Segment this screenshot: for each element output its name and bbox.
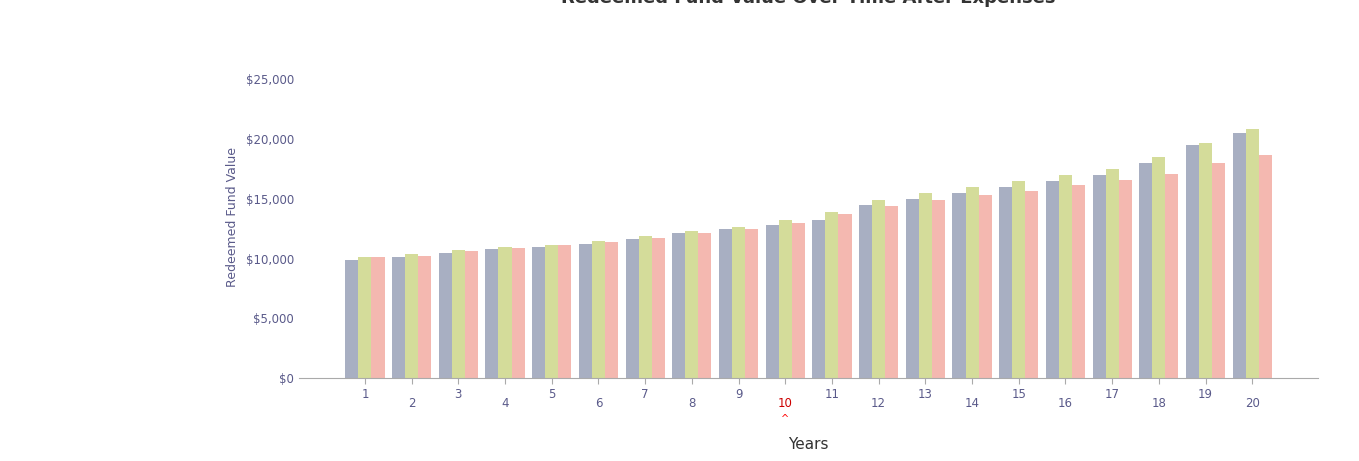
Bar xyxy=(559,245,571,378)
Text: 12: 12 xyxy=(871,397,886,410)
Bar xyxy=(419,255,431,378)
Bar xyxy=(465,251,478,378)
Text: 14: 14 xyxy=(965,397,980,410)
Text: ^: ^ xyxy=(781,414,790,424)
Bar xyxy=(859,205,872,378)
Bar xyxy=(872,200,885,378)
Bar xyxy=(1012,181,1025,378)
Bar xyxy=(533,247,545,378)
Bar xyxy=(1118,180,1132,378)
Text: 18: 18 xyxy=(1151,397,1166,410)
Bar xyxy=(511,248,525,378)
Bar xyxy=(779,220,792,378)
Y-axis label: Redeemed Fund Value: Redeemed Fund Value xyxy=(226,147,239,287)
Text: 8: 8 xyxy=(688,397,696,410)
Bar xyxy=(579,244,593,378)
Bar xyxy=(1199,142,1212,378)
Text: 10: 10 xyxy=(777,397,792,410)
Bar xyxy=(639,236,652,378)
Bar xyxy=(932,200,945,378)
Bar xyxy=(371,257,385,378)
Title: Redeemed Fund Value Over Time After Expenses: Redeemed Fund Value Over Time After Expe… xyxy=(561,0,1056,6)
Bar xyxy=(765,225,779,378)
Bar xyxy=(1246,130,1258,378)
Text: 2: 2 xyxy=(408,397,416,410)
Bar xyxy=(1258,154,1272,378)
Bar xyxy=(439,253,451,378)
Bar xyxy=(953,193,965,378)
Bar xyxy=(719,229,733,378)
Text: 20: 20 xyxy=(1245,397,1260,410)
Bar xyxy=(345,260,359,378)
Bar xyxy=(792,223,805,378)
Bar xyxy=(1106,169,1118,378)
Bar xyxy=(545,245,559,378)
Bar xyxy=(999,187,1012,378)
Bar xyxy=(1166,174,1178,378)
Bar xyxy=(733,227,745,378)
Text: 4: 4 xyxy=(501,397,508,410)
Bar xyxy=(405,254,419,378)
Bar xyxy=(825,212,839,378)
Bar xyxy=(1059,175,1072,378)
Bar xyxy=(965,187,978,378)
Bar xyxy=(1233,133,1246,378)
Bar xyxy=(1139,163,1152,378)
Bar xyxy=(1212,163,1226,378)
Bar xyxy=(1093,175,1106,378)
Bar xyxy=(685,231,699,378)
Bar xyxy=(1046,181,1059,378)
Bar xyxy=(485,249,499,378)
Bar xyxy=(885,206,898,378)
Bar xyxy=(451,250,465,378)
Bar xyxy=(652,238,665,378)
Bar xyxy=(1025,191,1038,378)
Bar xyxy=(625,239,639,378)
Bar xyxy=(745,229,758,378)
Text: 6: 6 xyxy=(595,397,602,410)
Bar xyxy=(1072,185,1084,378)
Bar xyxy=(391,257,405,378)
Text: 16: 16 xyxy=(1057,397,1074,410)
Bar xyxy=(1152,157,1166,378)
Text: Years: Years xyxy=(788,437,829,452)
Bar xyxy=(978,195,992,378)
Bar xyxy=(673,233,685,378)
Bar xyxy=(699,233,712,378)
Bar xyxy=(905,199,919,378)
Bar xyxy=(593,241,605,378)
Bar xyxy=(499,247,511,378)
Bar xyxy=(813,220,825,378)
Bar xyxy=(605,242,618,378)
Bar xyxy=(1186,145,1199,378)
Bar xyxy=(359,257,371,378)
Bar xyxy=(919,193,932,378)
Bar xyxy=(839,214,852,378)
